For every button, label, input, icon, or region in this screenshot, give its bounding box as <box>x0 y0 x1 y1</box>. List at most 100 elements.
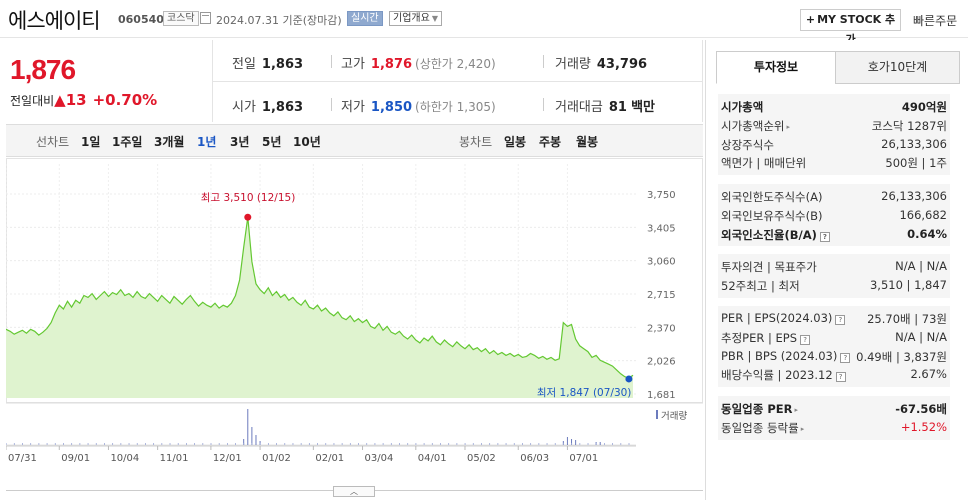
x-tick-label: 03/04 <box>365 453 394 464</box>
tab-order-book[interactable]: 호가10단계 <box>835 51 960 84</box>
help-icon[interactable]: ? <box>835 315 846 325</box>
volume-bar <box>104 443 105 445</box>
price-area <box>6 217 633 398</box>
period-1w[interactable]: 1주일 <box>112 135 143 149</box>
price-summary: 1,876 전일대비▲13 +0.70% 전일 1,863 고가 1,876 (상한가 … <box>0 40 703 122</box>
info-row-label-text: 시가총액 <box>721 100 764 114</box>
x-tick-label: 09/01 <box>61 453 90 464</box>
candle-daily[interactable]: 일봉 <box>504 135 527 149</box>
collapse-chart-button[interactable]: ︿ <box>333 486 375 497</box>
info-row-label: 시가총액 <box>721 99 763 115</box>
volume-bar <box>243 443 245 445</box>
period-3m[interactable]: 3개월 <box>154 135 185 149</box>
info-row-label: 시가총액순위 ▸ <box>721 118 790 134</box>
volume-bar <box>210 443 212 445</box>
change-value: 13 <box>65 91 87 109</box>
stock-header: 에스에이티 060540 코스닥 2024.07.31 기준(장마감) 실시간 … <box>0 0 968 46</box>
help-icon[interactable]: ? <box>840 352 851 363</box>
line-chart-label: 선차트 <box>36 135 70 149</box>
volume-bar <box>308 443 310 445</box>
caret-right-icon[interactable]: ▸ <box>794 406 798 414</box>
info-row-label: 동일업종 등락률 ▸ <box>721 420 804 436</box>
prev-close-value: 1,863 <box>261 57 304 72</box>
volume-bar <box>46 443 48 445</box>
volume-bar <box>612 443 614 445</box>
volume-bar <box>38 443 40 445</box>
volume-bar <box>71 443 73 445</box>
price-change: 전일대비▲13 +0.70% <box>10 91 157 109</box>
y-tick-label: 2,715 <box>647 290 676 301</box>
volume-bar <box>79 443 81 445</box>
info-row-value: 166,682 <box>899 207 947 222</box>
info-row-value: 3,510 | 1,847 <box>869 277 947 292</box>
volume-bar <box>472 443 474 445</box>
info-row-label-text: 외국인한도주식수(A) <box>721 190 823 204</box>
info-row-label-text: 배당수익률 | 2023.12 <box>721 368 833 383</box>
y-tick-label: 2,370 <box>647 323 676 334</box>
info-row: 배당수익률 | 2023.12? 2.67% <box>718 365 950 384</box>
candle-chart-label: 봉차트 <box>459 135 493 149</box>
volume-label: 거래량 <box>555 57 591 72</box>
period-1y[interactable]: 1년 <box>197 135 217 149</box>
info-row-label: PBR | BPS (2024.03)? <box>721 349 851 363</box>
y-tick-label: 3,405 <box>647 223 676 234</box>
volume-bar <box>226 443 228 445</box>
volume-bar <box>153 443 155 445</box>
company-overview-dropdown[interactable]: 기업개요 ▼ <box>389 11 442 26</box>
caret-right-icon[interactable]: ▸ <box>786 122 790 131</box>
up-triangle-icon: ▲ <box>54 91 66 109</box>
add-mystock-button[interactable]: +MY STOCK 추가 <box>800 9 901 46</box>
info-row-label-text: 추정PER | EPS <box>721 330 798 345</box>
volume-bar <box>481 443 482 445</box>
stock-code: 060540 <box>118 13 164 26</box>
volume-bar <box>489 443 491 445</box>
quick-order-link[interactable]: 빠른주문 <box>913 14 958 28</box>
info-row: PER | EPS(2024.03)? 25.70배 | 73원 <box>718 309 950 328</box>
volume-legend-swatch <box>656 410 658 419</box>
info-row-label: 추정PER | EPS? <box>721 330 811 346</box>
info-row-label: 동일업종 PER ▸ <box>721 401 798 417</box>
info-row-label: 투자의견 | 목표주가 <box>721 259 817 275</box>
info-row: 액면가 | 매매단위 500원 | 1주 <box>718 153 950 172</box>
info-row-label-text: 외국인보유주식수(B) <box>721 208 823 223</box>
info-row-label: 액면가 | 매매단위 <box>721 155 806 171</box>
info-row-label: PER | EPS(2024.03)? <box>721 311 846 325</box>
x-tick-label: 02/01 <box>315 453 344 464</box>
volume-bar <box>13 443 15 445</box>
info-row-label-text: 시가총액순위 <box>721 118 785 133</box>
period-5y[interactable]: 5년 <box>262 135 282 149</box>
volume-bar <box>128 443 130 445</box>
divider <box>543 98 544 111</box>
info-group-market-cap: 시가총액 490억원 시가총액순위 ▸ 코스닥 1287위 상장주식수 26,133,306… <box>718 94 950 176</box>
info-row-label-text: 투자의견 | 목표주가 <box>721 260 817 274</box>
caret-right-icon[interactable]: ▸ <box>800 424 805 433</box>
period-3y[interactable]: 3년 <box>230 135 250 149</box>
volume-bar <box>599 442 601 445</box>
price-chart[interactable]: 3,750 3,405 3,060 2,715 2,370 2,026 1,681 최고 3,… <box>6 158 703 474</box>
x-tick-label: 12/01 <box>213 453 242 464</box>
candle-weekly[interactable]: 주봉 <box>539 135 562 149</box>
x-tick-label: 11/01 <box>160 453 189 464</box>
help-icon[interactable]: ? <box>835 372 846 383</box>
high-value: 1,876 <box>370 57 413 72</box>
info-row: 상장주식수 26,133,306 <box>718 135 950 154</box>
realtime-badge[interactable]: 실시간 <box>347 11 383 26</box>
help-icon[interactable]: ? <box>800 334 811 345</box>
volume-bar <box>169 443 171 445</box>
volume-bar <box>145 443 146 445</box>
period-1d[interactable]: 1일 <box>81 135 101 149</box>
volume-bar <box>358 443 359 445</box>
volume-bar <box>63 443 64 445</box>
volume-value: 43,796 <box>596 57 648 72</box>
info-row: 52주최고 | 최저 3,510 | 1,847 <box>718 276 950 295</box>
info-row-label-text: 동일업종 PER <box>721 402 793 416</box>
volume-bar <box>251 427 253 445</box>
period-10y[interactable]: 10년 <box>293 135 321 149</box>
info-row-label: 외국인한도주식수(A) <box>721 189 822 205</box>
help-icon[interactable]: ? <box>819 231 830 242</box>
tab-investment-info[interactable]: 투자정보 <box>716 51 836 84</box>
low-price: 저가 1,850 (하한가 1,305) <box>341 96 496 115</box>
candle-monthly[interactable]: 월봉 <box>576 135 599 149</box>
company-overview-label: 기업개요 <box>393 13 430 24</box>
volume-bar <box>407 443 409 445</box>
